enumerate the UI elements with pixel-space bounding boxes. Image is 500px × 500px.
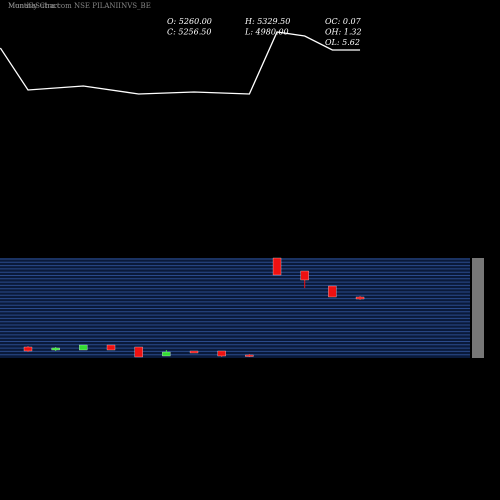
candle-body bbox=[272, 257, 282, 276]
line-series bbox=[0, 31, 361, 95]
ohlc-label: C: 5256.50 bbox=[167, 28, 211, 37]
axis-strip bbox=[472, 258, 484, 358]
ohlc-label: OC: 0.07 bbox=[325, 17, 362, 26]
candle-body bbox=[217, 350, 226, 357]
ohlc-label: OL: 5.62 bbox=[325, 38, 360, 47]
candle-body bbox=[134, 346, 143, 358]
ohlc-label: OH: 1.32 bbox=[325, 28, 362, 37]
candle-body bbox=[245, 354, 254, 357]
ohlc-label: H: 5329.50 bbox=[244, 17, 290, 26]
candle-body bbox=[162, 351, 171, 357]
ohlc-label: O: 5260.00 bbox=[167, 17, 212, 26]
chart-title: MunafaSutra.com NSE PILANIINVS_BE bbox=[8, 2, 151, 10]
chart-subtitle: Monthly Chart bbox=[8, 2, 60, 10]
volume-panel-background bbox=[0, 258, 484, 358]
candle-body bbox=[328, 285, 337, 298]
ohlc-label: L: 4980.00 bbox=[244, 28, 289, 37]
candle-body bbox=[79, 344, 88, 351]
candle-body bbox=[23, 346, 33, 352]
candle-body bbox=[51, 347, 60, 351]
candle-body bbox=[106, 344, 116, 351]
candle-body bbox=[189, 350, 199, 354]
candle-body bbox=[300, 270, 309, 281]
candle-body bbox=[355, 296, 365, 300]
